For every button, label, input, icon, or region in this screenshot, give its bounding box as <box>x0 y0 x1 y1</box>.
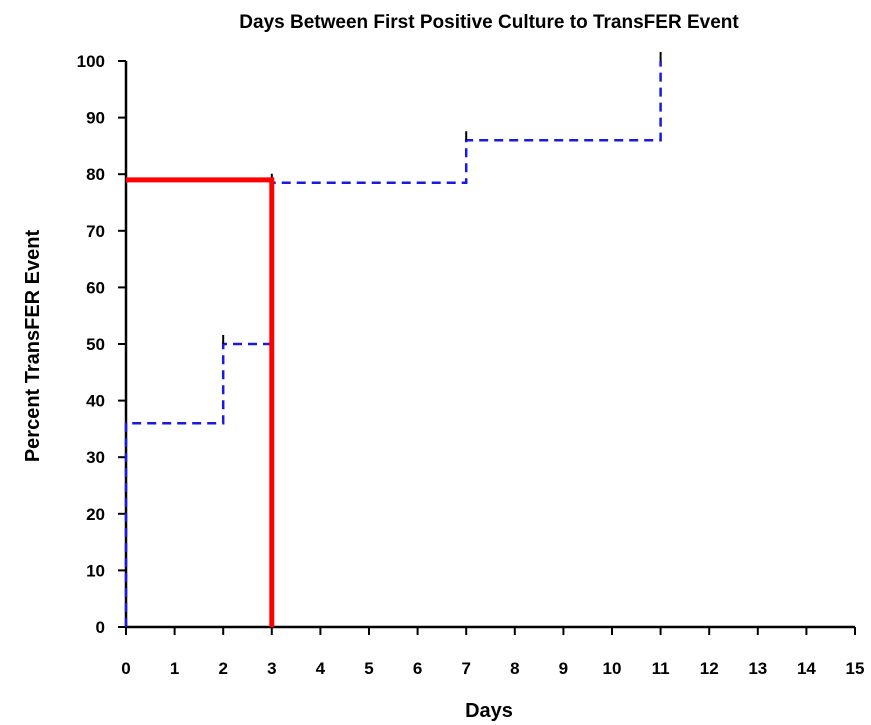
x-tick-label: 12 <box>700 659 719 678</box>
chart-title: Days Between First Positive Culture to T… <box>239 12 739 33</box>
y-tick-label: 70 <box>86 222 105 241</box>
y-tick-label: 90 <box>86 109 105 128</box>
x-tick-label: 10 <box>603 659 622 678</box>
x-tick-label: 11 <box>652 659 670 678</box>
y-tick-label: 20 <box>86 505 105 524</box>
y-tick-label: 100 <box>77 52 105 71</box>
x-tick-label: 0 <box>121 659 130 678</box>
y-tick-label: 40 <box>86 392 105 411</box>
x-tick-label: 9 <box>559 659 568 678</box>
y-tick-label: 30 <box>86 448 105 467</box>
y-axis-label: Percent TransFER Event <box>22 230 44 463</box>
x-tick-label: 5 <box>364 659 373 678</box>
x-tick-label: 13 <box>748 659 767 678</box>
x-tick-label: 14 <box>797 659 816 678</box>
x-tick-label: 2 <box>218 659 227 678</box>
x-tick-label: 8 <box>510 659 519 678</box>
x-tick-label: 1 <box>170 659 179 678</box>
x-tick-label: 7 <box>461 659 470 678</box>
y-tick-label: 50 <box>86 335 105 354</box>
y-tick-label: 60 <box>86 278 105 297</box>
axes: 0 1 2 3 4 5 6 7 8 9 10 11 12 13 14 15010203040506070809… <box>77 52 865 678</box>
x-tick-label: 3 <box>267 659 276 678</box>
y-tick-label: 80 <box>86 165 105 184</box>
x-tick-label: 4 <box>316 659 326 678</box>
series-layer <box>124 52 662 627</box>
reference-line <box>126 177 275 627</box>
x-tick-label: 6 <box>413 659 422 678</box>
y-tick-label: 0 <box>96 618 105 637</box>
x-axis-label: Days <box>465 700 513 722</box>
step-series-line <box>124 61 662 627</box>
y-tick-label: 10 <box>86 561 105 580</box>
x-tick-label: 15 <box>846 659 865 678</box>
